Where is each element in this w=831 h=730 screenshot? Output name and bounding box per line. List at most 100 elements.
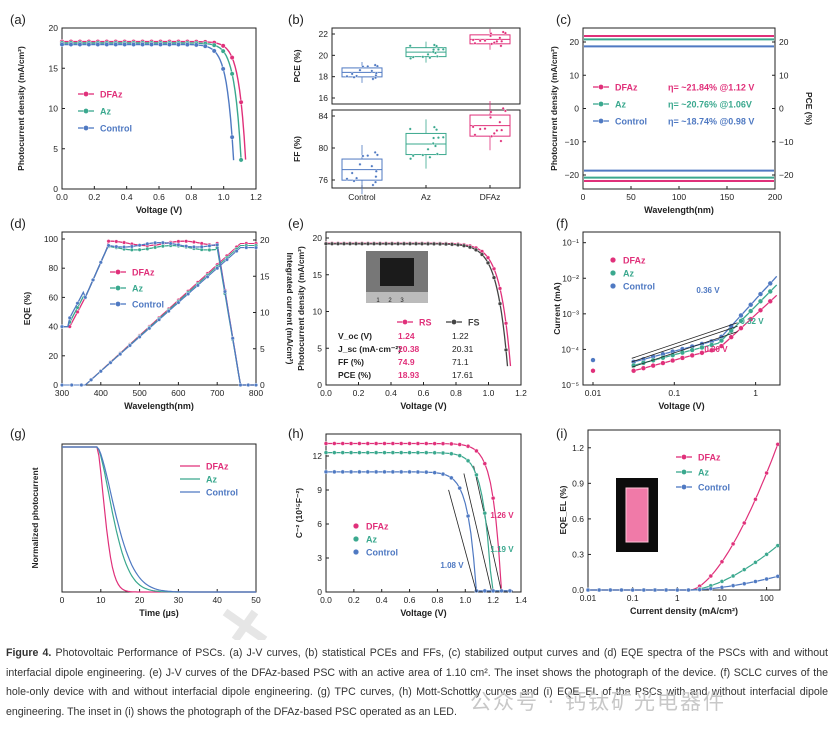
panel-c-legend-control: Control [615,117,647,127]
panel-b-bottom-point [501,106,505,110]
panel-d-control-point [114,244,119,249]
panel-e-table-fs: 17.61 [452,370,474,380]
panel-h-legend-label: Az [366,535,377,545]
panel-i-control-point [619,587,624,593]
panel-f-y-tick-label: 10⁻² [562,273,579,283]
panel-b-top-point [483,39,487,43]
panel-h-az-point [457,453,462,458]
panel-i-ylabel: EQE_EL (%) [558,485,568,534]
panel-e-y-tick: 0 [317,380,322,390]
legend-marker [115,285,121,291]
panel-b-bottom-point [503,109,507,113]
panel-h-xlabel: Voltage (V) [400,608,446,618]
panel-b-top-point [421,55,425,59]
panel-b-top-point [370,69,374,73]
panel-h-fit-line [448,489,477,593]
panel-e-legend-fs: FS [468,318,480,328]
panel-h-az-point [348,450,354,455]
panel-d-legend-control: Control [132,300,164,310]
legend-marker [598,84,604,90]
panel-f-control-point [590,357,596,363]
panel-c-ylabel-right: PCE (%) [804,92,814,125]
panel-h-control-point [382,469,387,475]
panel-d-az-point [153,245,158,250]
panel-d-y2-tick: 20 [260,235,270,245]
panel-d-y-tick: 0 [53,380,58,390]
panel-g-x-tick: 10 [96,595,106,605]
panel-c-legend-az: Az [615,100,626,110]
panel-a-control-curve [62,43,235,161]
panel-b-top-point [500,39,504,43]
panel-b-bottom-point [432,125,436,129]
panel-g-x-tick: 40 [212,595,222,605]
panel-b-bottom-point [431,141,435,145]
panel-d-control-point [75,301,80,306]
panel-g-x-tick: 30 [174,595,184,605]
panel-d-control-point [222,289,227,294]
panel-g-ylabel: Normalized photocurrent [30,467,40,568]
panel-f-legend-label: Az [623,269,634,279]
panel-i-tag: (i) [556,426,568,441]
panel-d-dfaz-eqe [62,240,256,386]
panel-b-top-point [435,54,439,58]
panel-i-control-point [775,574,780,579]
panel-h-control-point [390,469,396,475]
panel-e-table-rs: 20.38 [398,344,420,354]
panel-a-control-point [167,42,172,47]
panel-h-dfaz-point [440,441,446,446]
panel-g-legend-label: DFAz [206,462,229,472]
panel-i-dfaz-point [775,442,780,447]
panel-f-xlabel: Voltage (V) [658,401,704,411]
panel-a-az-curve [62,42,242,160]
panel-a-az-point [238,157,244,163]
panel-f-dfaz-point [728,334,734,340]
panel-e-fs-point [419,241,425,246]
panel-e-fs-point [413,241,419,246]
panel-h-annotation: 1.26 V [490,511,514,520]
panel-d-x-tick: 300 [55,388,69,398]
panel-b-bottom-point [432,136,436,140]
panel-b-top-point [352,75,356,79]
panel-a-control-point [140,42,145,47]
panel-h-control-point [415,469,421,475]
panel-f-control-point [767,280,773,287]
panel-f-az-curve [633,284,778,367]
panel-i-control-point [742,581,747,586]
panel-e-x-tick: 0.8 [450,388,462,398]
panel-a-control-point [68,42,74,47]
panel-f-dfaz-point [757,307,764,313]
panel-a-x-tick: 1.0 [218,192,230,202]
panel-e-fs-point [485,260,491,265]
panel-d-y2-tick: 0 [260,380,265,390]
panel-a-control-point [158,42,163,47]
panel-d-control-int-point [60,383,65,388]
panel-c-y2-tick-label: 0 [779,104,784,114]
panel-i-control-point [764,576,769,582]
panel-h-y-tick: 12 [313,451,323,461]
panel-h-dfaz-point [340,441,345,446]
panel-h-az-point [432,450,437,455]
panel-f-dfaz-point [709,347,715,353]
panel-b-bottom-point [358,162,362,166]
panel-e-fs-point [329,241,335,246]
panel-b-top-point [492,41,496,45]
panel-i-x-tick-label: 100 [760,593,774,603]
panel-i-az-point [730,573,736,579]
panel-c-eta: η= ~21.84% @1.12 V [668,83,754,93]
panel-h-legend-marker [353,549,360,556]
panel-c-eta: η= ~18.74% @0.98 V [668,117,754,127]
panel-h-dfaz-point [407,441,412,446]
panel-c-y2-tick-label: −10 [779,137,794,147]
panel-e-table-rs: 74.9 [398,357,415,367]
panel-h-tag: (h) [288,426,304,441]
panel-d-control-point [145,241,150,246]
panel-a-control-point [113,42,119,47]
panel-f-x-tick-label: 0.1 [668,388,680,398]
panel-b-bottom-point [492,131,496,135]
panel-d-control-int-point [176,300,181,305]
panel-a-x-tick: 1.2 [250,192,262,202]
panel-i-dfaz-point [764,470,769,476]
panel-d-az-eqe [62,244,256,386]
panel-e-table-fs: 71.1 [452,357,469,367]
panel-h-control-point [348,469,354,475]
